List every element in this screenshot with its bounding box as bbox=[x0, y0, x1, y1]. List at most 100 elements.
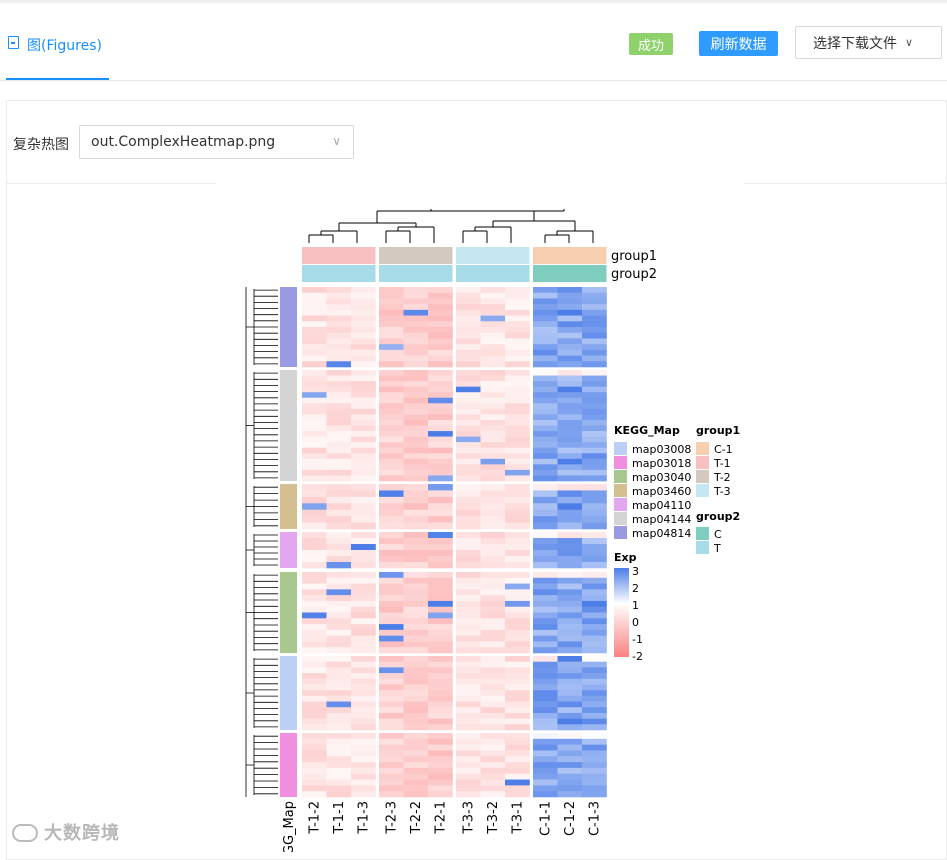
heatmap-cell bbox=[582, 484, 607, 491]
heatmap-cell bbox=[428, 475, 453, 482]
legend-group2-swatch bbox=[696, 541, 709, 554]
heatmap-cell bbox=[428, 309, 453, 316]
refresh-data-button[interactable]: 刷新数据 bbox=[699, 31, 778, 56]
column-label: T-1-1 bbox=[332, 801, 347, 835]
kegg-row-annotation-map03460 bbox=[280, 484, 297, 529]
heatmap-cell bbox=[582, 667, 607, 674]
watermark-logo-icon bbox=[12, 824, 38, 842]
heatmap-cell bbox=[379, 386, 404, 393]
heatmap-cell bbox=[505, 624, 530, 631]
legend-kegg-title: KEGG_Map bbox=[614, 424, 680, 437]
heatmap-cell bbox=[480, 538, 506, 545]
heatmap-cell bbox=[505, 618, 530, 625]
legend-kegg-item: map03008 bbox=[632, 443, 691, 456]
tab-figures[interactable]: 图(Figures) bbox=[6, 28, 109, 80]
heatmap-cell bbox=[302, 355, 327, 362]
heatmap-cell bbox=[505, 712, 530, 719]
heatmap-cell bbox=[557, 532, 583, 539]
heatmap-cell bbox=[302, 431, 327, 437]
download-file-select[interactable]: 选择下载文件 ∨ bbox=[795, 26, 942, 59]
heatmap-cell bbox=[351, 678, 376, 685]
heatmap-cell bbox=[302, 744, 327, 751]
heatmap-cell bbox=[351, 338, 376, 345]
heatmap-cell bbox=[302, 503, 327, 511]
heatmap-cell bbox=[428, 287, 453, 294]
legend-group2-item: C bbox=[714, 528, 722, 541]
heatmap-cell bbox=[351, 392, 376, 399]
heatmap-cell bbox=[403, 375, 429, 382]
heatmap-cell bbox=[403, 397, 429, 404]
heatmap-cell bbox=[533, 509, 558, 517]
heatmap-cell bbox=[379, 544, 404, 551]
heatmap-cell bbox=[326, 618, 352, 625]
heatmap-cell bbox=[379, 484, 404, 491]
heatmap-cell bbox=[480, 287, 506, 294]
heatmap-cell bbox=[302, 490, 327, 498]
legend-group1-swatch bbox=[696, 484, 709, 497]
heatmap-cell bbox=[582, 724, 607, 731]
heatmap-cell bbox=[379, 425, 404, 432]
heatmap-cell bbox=[351, 403, 376, 410]
heatmap-cell bbox=[428, 791, 453, 798]
heatmap-cell bbox=[533, 673, 558, 680]
heatmap-cell bbox=[533, 550, 558, 557]
heatmap-cell bbox=[533, 315, 558, 322]
heatmap-cell bbox=[456, 684, 481, 691]
heatmap-cell bbox=[480, 695, 506, 702]
heatmap-cell bbox=[582, 618, 607, 625]
column-label: C-1-3 bbox=[587, 801, 602, 836]
heatmap-cell bbox=[533, 408, 558, 415]
heatmap-cell bbox=[480, 321, 506, 328]
heatmap-cell bbox=[428, 712, 453, 719]
heatmap-cell bbox=[533, 344, 558, 351]
heatmap-cell bbox=[326, 292, 352, 299]
column-label: C-1-1 bbox=[538, 801, 553, 836]
heatmap-cell bbox=[403, 673, 429, 680]
heatmap-cell bbox=[379, 779, 404, 786]
heatmap-cell bbox=[456, 386, 481, 393]
heatmap-cell bbox=[351, 756, 376, 763]
heatmap-cell bbox=[351, 355, 376, 362]
heatmap-cell bbox=[302, 767, 327, 775]
heatmap-cell bbox=[379, 724, 404, 731]
heatmap-cell bbox=[533, 532, 558, 539]
heatmap-cell bbox=[302, 484, 327, 491]
heatmap-cell bbox=[428, 496, 453, 504]
heatmap-cell bbox=[505, 724, 530, 731]
heatmap-cell bbox=[403, 595, 429, 602]
heatmap-cell bbox=[505, 425, 530, 432]
heatmap-cell bbox=[351, 349, 376, 356]
heatmap-cell bbox=[351, 509, 376, 517]
heatmap-cell bbox=[379, 707, 404, 714]
heatmap-cell bbox=[582, 287, 607, 294]
heatmap-cell bbox=[456, 641, 481, 648]
heatmap-cell bbox=[582, 469, 607, 476]
legend-exp-title: Exp bbox=[614, 551, 637, 564]
heatmap-cell bbox=[456, 712, 481, 719]
figure-file-select[interactable]: out.ComplexHeatmap.png ∨ bbox=[79, 125, 354, 159]
heatmap-cell bbox=[428, 516, 453, 523]
heatmap-cell bbox=[428, 556, 453, 563]
heatmap-cell bbox=[302, 392, 327, 399]
heatmap-cell bbox=[351, 618, 376, 625]
heatmap-cell bbox=[533, 661, 558, 668]
heatmap-cell bbox=[533, 453, 558, 460]
heatmap-cell bbox=[557, 661, 583, 668]
heatmap-cell bbox=[480, 618, 506, 625]
heatmap-cell bbox=[582, 572, 607, 579]
heatmap-cell bbox=[480, 484, 506, 491]
heatmap-cell bbox=[302, 338, 327, 345]
heatmap-cell bbox=[428, 332, 453, 339]
heatmap-cell bbox=[379, 572, 404, 579]
heatmap-cell bbox=[351, 298, 376, 305]
heatmap-cell bbox=[351, 667, 376, 674]
heatmap-cell bbox=[557, 785, 583, 792]
heatmap-cell bbox=[456, 436, 481, 443]
heatmap-cell bbox=[351, 707, 376, 714]
heatmap-cell bbox=[582, 707, 607, 714]
group1-annotation-cell bbox=[456, 247, 530, 264]
heatmap-cell bbox=[428, 572, 453, 579]
heatmap-cell bbox=[582, 397, 607, 404]
legend-group1-item: T-1 bbox=[713, 457, 731, 470]
heatmap-cell bbox=[480, 355, 506, 362]
